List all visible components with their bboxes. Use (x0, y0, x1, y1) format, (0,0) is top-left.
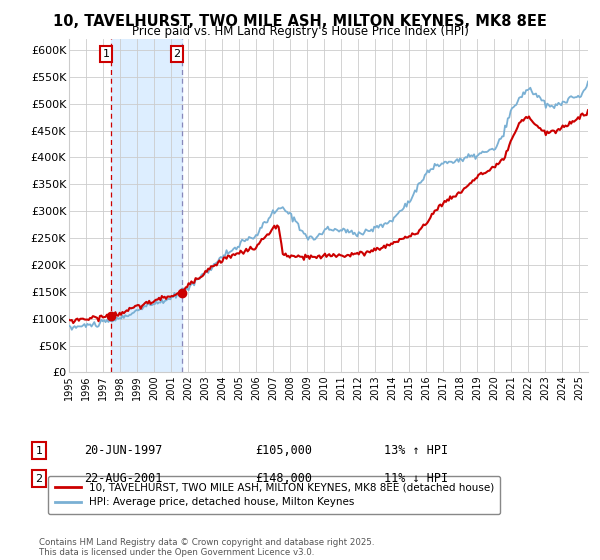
Text: 2: 2 (35, 474, 43, 484)
Text: 2: 2 (173, 49, 181, 59)
Text: 10, TAVELHURST, TWO MILE ASH, MILTON KEYNES, MK8 8EE: 10, TAVELHURST, TWO MILE ASH, MILTON KEY… (53, 14, 547, 29)
Legend: 10, TAVELHURST, TWO MILE ASH, MILTON KEYNES, MK8 8EE (detached house), HPI: Aver: 10, TAVELHURST, TWO MILE ASH, MILTON KEY… (48, 476, 500, 514)
Text: 1: 1 (35, 446, 43, 456)
Text: £105,000: £105,000 (255, 444, 312, 458)
Text: Price paid vs. HM Land Registry's House Price Index (HPI): Price paid vs. HM Land Registry's House … (131, 25, 469, 38)
Bar (111, 39, 182, 372)
Text: 22-AUG-2001: 22-AUG-2001 (84, 472, 163, 486)
Text: 20-JUN-1997: 20-JUN-1997 (84, 444, 163, 458)
Text: 1: 1 (103, 49, 109, 59)
Text: 11% ↓ HPI: 11% ↓ HPI (384, 472, 448, 486)
Text: Contains HM Land Registry data © Crown copyright and database right 2025.
This d: Contains HM Land Registry data © Crown c… (39, 538, 374, 557)
Text: £148,000: £148,000 (255, 472, 312, 486)
Text: 13% ↑ HPI: 13% ↑ HPI (384, 444, 448, 458)
